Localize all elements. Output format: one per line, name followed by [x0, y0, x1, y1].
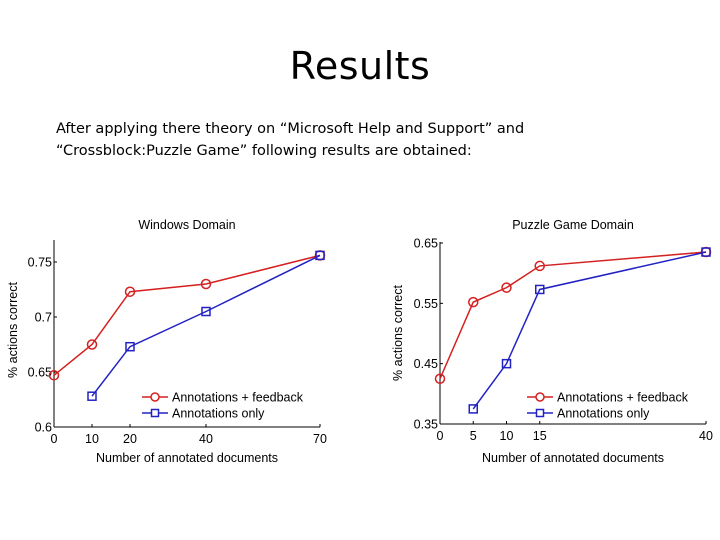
y-tick-label: 0.35 [414, 418, 438, 432]
slide-title: Results [289, 44, 431, 88]
data-point [501, 282, 512, 293]
y-axis-label: % actions correct [6, 282, 20, 378]
y-tick-label: 0.6 [35, 421, 52, 435]
legend: Annotations + feedback Annotations only [142, 391, 304, 421]
data-point [468, 404, 478, 414]
circle-marker-icon [150, 392, 160, 402]
series-line [472, 251, 707, 410]
x-tick-label: 15 [533, 429, 547, 443]
x-axis-label: Number of annotated documents [482, 451, 664, 465]
y-tick-label: 0.45 [414, 357, 438, 371]
slide-body-text: After applying there theory on “Microsof… [56, 118, 676, 162]
data-point [701, 247, 711, 257]
axes: 0 10 20 40 70 0.6 0.65 0.7 0.75 [28, 240, 327, 446]
legend-label-feedback: Annotations + feedback [557, 391, 689, 405]
data-point [468, 296, 479, 308]
data-point [87, 391, 97, 401]
data-point [48, 370, 60, 381]
legend-label-only: Annotations only [557, 407, 650, 421]
x-tick-label: 40 [699, 429, 713, 443]
data-point [200, 278, 212, 290]
y-tick-label: 0.65 [414, 237, 438, 251]
series-line [91, 254, 321, 397]
puzzle-game-domain-chart: Puzzle Game Domain % actions correct Num… [391, 218, 713, 465]
legend-label-only: Annotations only [172, 407, 265, 421]
x-axis-label: Number of annotated documents [96, 451, 278, 465]
x-tick-label: 40 [199, 432, 213, 446]
body-line-1: After applying there theory on “Microsof… [56, 121, 525, 137]
x-tick-label: 70 [313, 432, 327, 446]
y-axis-label: % actions correct [391, 285, 405, 381]
y-tick-label: 0.55 [414, 297, 438, 311]
data-point [86, 339, 98, 350]
axes: 0 5 10 15 40 0.35 0.45 0.55 0.65 [414, 237, 713, 444]
data-point [124, 286, 136, 297]
x-tick-label: 20 [123, 432, 137, 446]
data-point [315, 250, 325, 261]
square-marker-icon [150, 408, 160, 418]
series-line [53, 254, 321, 376]
x-tick-label: 0 [437, 429, 444, 443]
data-series [434, 246, 712, 414]
x-tick-label: 10 [500, 429, 514, 443]
data-point [534, 260, 545, 272]
legend: Annotations + feedback Annotations only [527, 391, 689, 421]
x-tick-label: 0 [51, 432, 58, 446]
data-point [125, 341, 135, 352]
data-point [535, 284, 545, 295]
y-tick-label: 0.65 [28, 366, 52, 380]
data-point [501, 358, 512, 369]
chart-title: Windows Domain [138, 218, 235, 232]
circle-marker-icon [535, 392, 545, 402]
square-marker-icon [535, 408, 545, 418]
data-series [48, 250, 326, 401]
windows-domain-chart: Windows Domain % actions correct Number … [6, 218, 327, 465]
y-tick-label: 0.75 [28, 256, 52, 270]
x-tick-label: 5 [470, 429, 477, 443]
y-tick-label: 0.7 [35, 311, 52, 325]
legend-label-feedback: Annotations + feedback [172, 391, 304, 405]
chart-title: Puzzle Game Domain [512, 218, 634, 232]
data-point [201, 306, 211, 317]
x-tick-label: 10 [85, 432, 99, 446]
body-line-2: “Crossblock:Puzzle Game” following resul… [56, 143, 472, 159]
series-line [439, 251, 707, 380]
data-point [434, 373, 446, 384]
